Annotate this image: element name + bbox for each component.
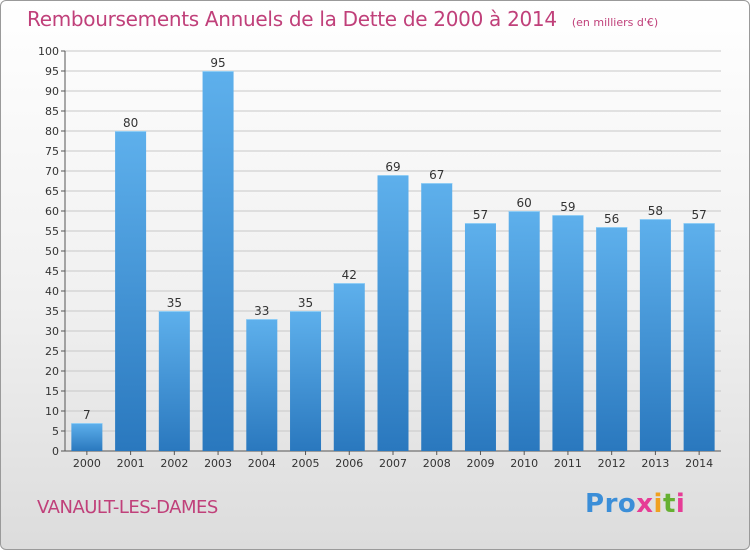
y-tick-label: 5 [52,425,59,438]
y-tick-label: 15 [45,385,59,398]
data-label: 59 [560,200,575,214]
logo-letter: t [662,489,676,519]
data-label: 35 [167,296,182,310]
unit-note: (en milliers d'€) [571,16,659,29]
bar [290,311,322,451]
data-label: 58 [648,204,663,218]
bar [333,283,365,451]
y-tick-label: 45 [45,265,59,278]
data-label: 35 [298,296,313,310]
y-tick-label: 80 [45,125,59,138]
y-tick-label: 20 [45,365,59,378]
data-label: 7 [83,408,91,422]
y-tick-label: 10 [45,405,59,418]
y-tick-label: 75 [45,145,59,158]
data-label: 60 [517,196,532,210]
x-tick-label: 2011 [554,457,582,470]
data-label: 57 [473,208,488,222]
bar [639,219,671,451]
x-tick-label: 2001 [117,457,145,470]
bar [246,319,278,451]
x-tick-label: 2009 [466,457,494,470]
bar [71,423,103,451]
bar [683,223,715,451]
x-tick-label: 2007 [379,457,407,470]
x-tick-label: 2003 [204,457,232,470]
y-tick-label: 60 [45,205,59,218]
bar [115,131,147,451]
y-tick-label: 0 [52,445,59,458]
y-tick-label: 30 [45,325,59,338]
bar [596,227,628,451]
x-tick-label: 2000 [73,457,101,470]
data-label: 42 [342,268,357,282]
data-label: 95 [210,56,225,70]
x-tick-label: 2005 [292,457,320,470]
x-tick-label: 2013 [641,457,669,470]
data-label: 56 [604,212,619,226]
x-tick-label: 2010 [510,457,538,470]
logo-letter: x [636,489,654,519]
data-label: 57 [691,208,706,222]
chart-title: Remboursements Annuels de la Dette de 20… [27,7,557,31]
bar [508,211,540,451]
data-label: 69 [385,160,400,174]
y-tick-label: 35 [45,305,59,318]
commune-name: VANAULT-LES-DAMES [37,497,218,518]
y-tick-label: 95 [45,65,59,78]
x-tick-label: 2004 [248,457,276,470]
data-label: 80 [123,116,138,130]
y-tick-label: 70 [45,165,59,178]
x-tick-label: 2002 [160,457,188,470]
logo-letter: i [653,489,663,519]
bar [464,223,496,451]
y-tick-label: 25 [45,345,59,358]
x-tick-label: 2008 [423,457,451,470]
logo-letter: P [585,489,605,519]
proxiti-logo: Proxiti [585,489,685,519]
logo-letter: r [604,489,618,519]
y-tick-label: 100 [38,45,59,58]
bar [202,71,234,451]
y-tick-label: 90 [45,85,59,98]
data-label: 67 [429,168,444,182]
title-row: Remboursements Annuels de la Dette de 20… [27,7,658,31]
y-tick-label: 50 [45,245,59,258]
x-tick-label: 2006 [335,457,363,470]
logo-letter: o [617,489,637,519]
bar [552,215,584,451]
y-tick-label: 65 [45,185,59,198]
y-tick-label: 40 [45,285,59,298]
bar [377,175,409,451]
data-label: 33 [254,304,269,318]
logo-letter: i [675,489,686,519]
y-tick-label: 55 [45,225,59,238]
x-tick-label: 2014 [685,457,713,470]
bar [158,311,190,451]
x-tick-label: 2012 [598,457,626,470]
y-tick-label: 85 [45,105,59,118]
bar [421,183,453,451]
